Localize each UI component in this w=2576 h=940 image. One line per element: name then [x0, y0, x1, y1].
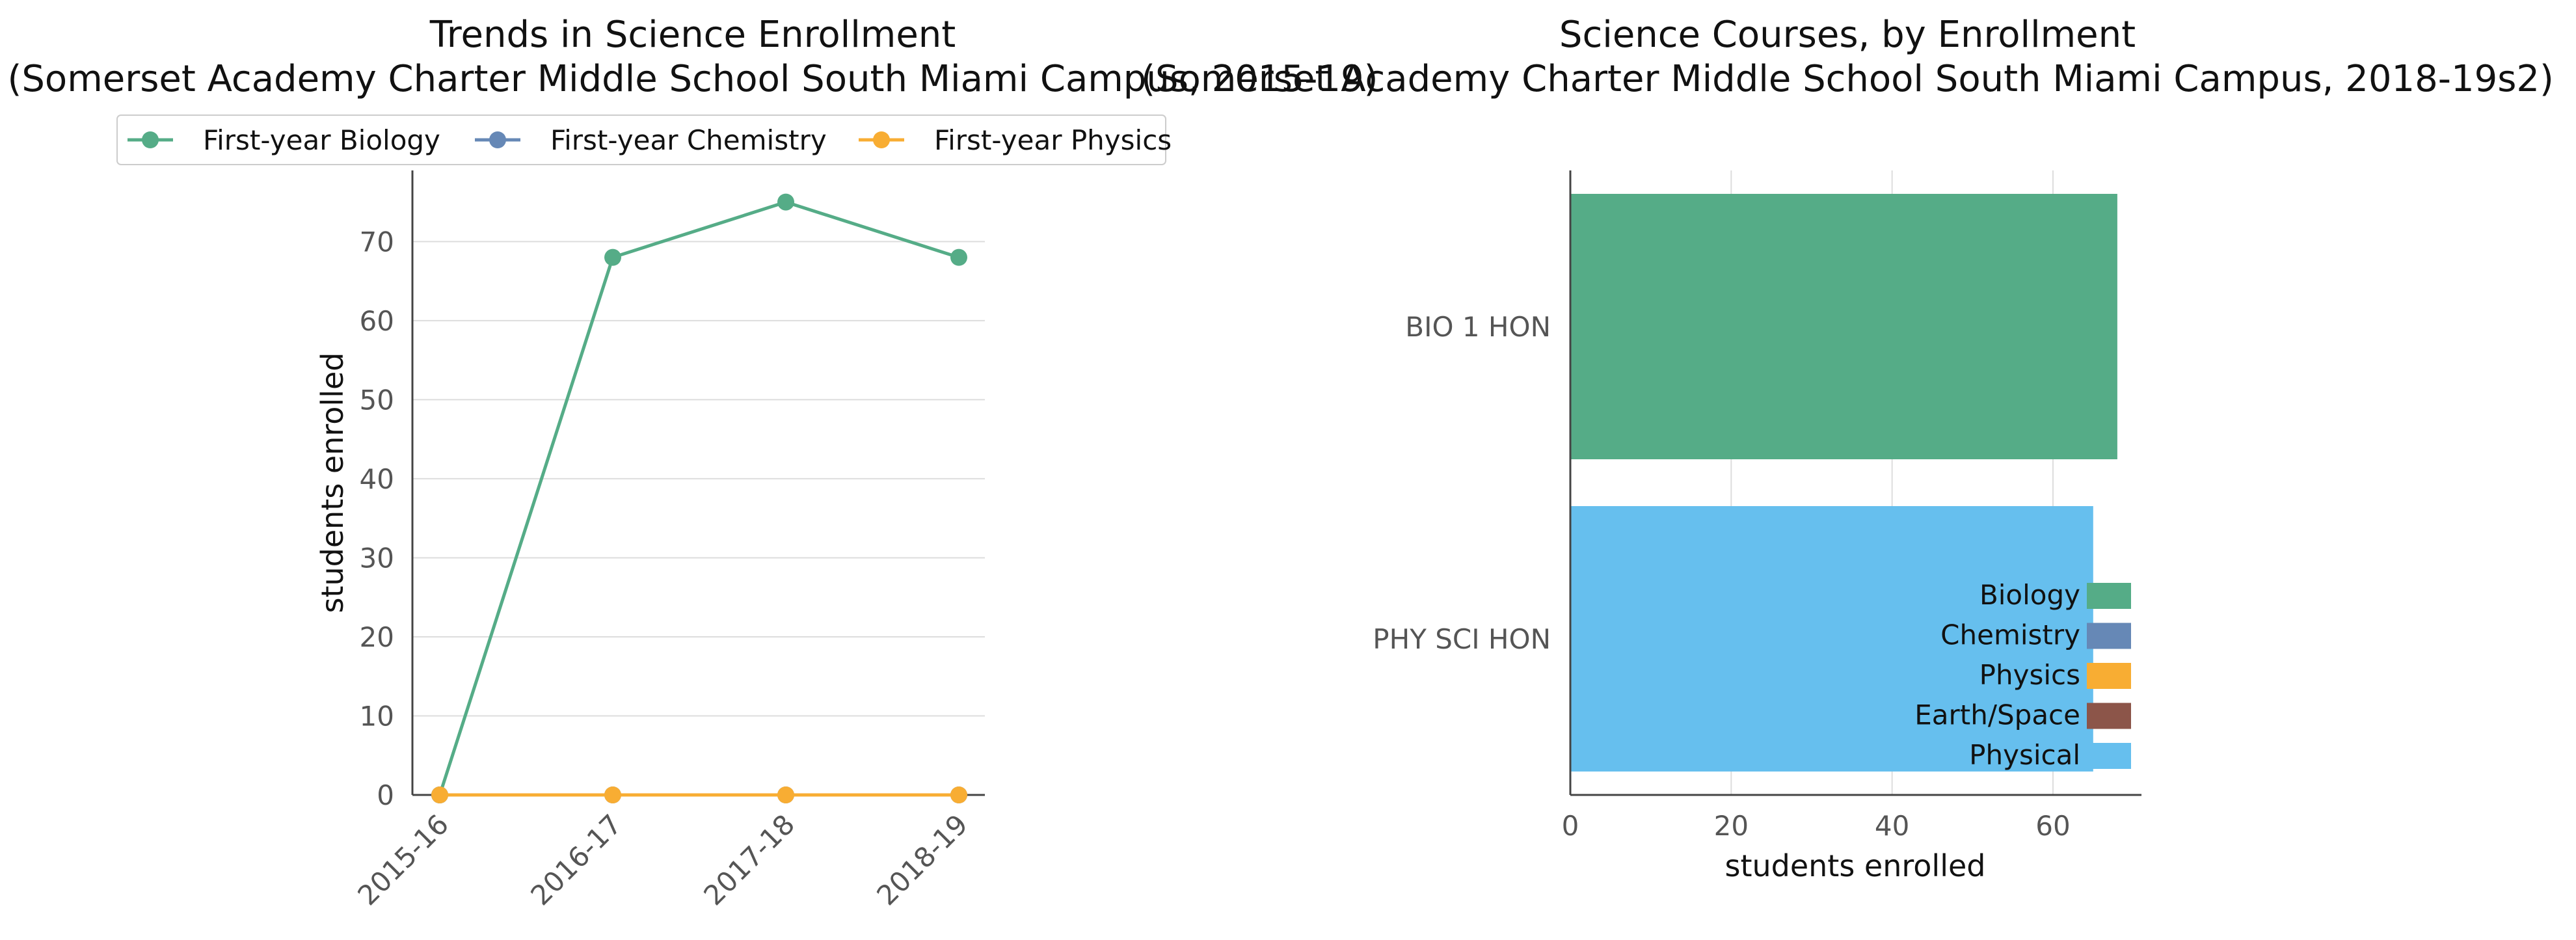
x-tick-label: 2016-17: [524, 808, 628, 911]
bar-chart: Science Courses, by Enrollment (Somerset…: [1141, 14, 2554, 883]
legend-swatch: [2087, 703, 2131, 729]
x-tick-label: 2018-19: [870, 808, 974, 911]
x-tick-label: 0: [1562, 810, 1579, 842]
y-tick-label: 0: [377, 779, 394, 811]
data-point: [950, 248, 967, 266]
bar-bio-1-hon: [1570, 194, 2117, 459]
x-tick-label: 2015-16: [351, 808, 455, 911]
y-tick-label: 50: [360, 384, 394, 416]
legend-marker: [873, 131, 890, 148]
data-point: [777, 786, 794, 803]
category-label: BIO 1 HON: [1405, 311, 1551, 343]
bar-chart-x-ticks: 0 20 40 60: [1562, 810, 2071, 842]
series-physics: [431, 786, 967, 803]
legend-swatch: [2087, 583, 2131, 609]
x-tick-label: 2017-18: [697, 808, 801, 911]
legend-label: First-year Biology: [203, 124, 440, 156]
series-line: [438, 200, 959, 796]
y-tick-label: 40: [360, 463, 394, 495]
y-tick-label: 30: [360, 542, 394, 574]
legend-label: Physics: [1979, 659, 2080, 691]
bar-chart-x-label: students enrolled: [1725, 848, 1986, 883]
x-tick-label: 40: [1875, 810, 1909, 842]
legend-swatch: [2087, 623, 2131, 649]
legend-swatch: [2087, 663, 2131, 689]
y-tick-label: 20: [360, 621, 394, 653]
data-point: [604, 248, 621, 266]
bar-chart-legend: Biology Chemistry Physics Earth/Space Physic…: [1914, 579, 2131, 771]
series-biology: [431, 193, 967, 803]
data-point: [431, 786, 448, 803]
bar-phy-sci-hon: [1570, 506, 2093, 772]
data-point: [950, 786, 967, 803]
line-chart-subtitle: (Somerset Academy Charter Middle School …: [8, 58, 1378, 100]
y-tick-label: 10: [360, 700, 394, 732]
legend-frame: [116, 114, 1166, 165]
legend-label: Physical: [1969, 739, 2080, 771]
legend-label: Chemistry: [1940, 619, 2080, 651]
legend-label: Earth/Space: [1914, 699, 2080, 731]
x-tick-label: 20: [1714, 810, 1749, 842]
bar-chart-bars: [1570, 194, 2117, 772]
data-point: [777, 193, 794, 211]
y-tick-label: 60: [360, 305, 394, 337]
line-chart-x-ticks: 2015-16 2016-17 2017-18 2018-19: [351, 808, 974, 911]
legend-marker: [142, 131, 159, 148]
category-label: PHY SCI HON: [1373, 623, 1551, 655]
line-chart-legend: First-year Biology First-year Chemistry Fi…: [116, 114, 1172, 165]
legend-label: First-year Chemistry: [550, 124, 827, 156]
legend-label: First-year Physics: [934, 124, 1172, 156]
line-chart-series: [431, 193, 967, 803]
legend-swatch: [2087, 743, 2131, 769]
y-tick-label: 70: [360, 226, 394, 258]
line-chart-y-ticks: 0 10 20 30 40 50 60 70: [360, 226, 394, 811]
legend-label: Biology: [1979, 579, 2080, 611]
line-chart-gridlines: [412, 241, 985, 796]
line-chart-title: Trends in Science Enrollment: [429, 14, 956, 56]
bar-chart-category-labels: BIO 1 HON PHY SCI HON: [1373, 311, 1551, 655]
line-chart-y-label: students enrolled: [315, 353, 350, 613]
bar-chart-subtitle: (Somerset Academy Charter Middle School …: [1141, 58, 2554, 100]
data-point: [604, 786, 621, 803]
line-chart: Trends in Science Enrollment (Somerset A…: [8, 14, 1378, 911]
legend-marker: [489, 131, 506, 148]
x-tick-label: 60: [2035, 810, 2070, 842]
bar-chart-title: Science Courses, by Enrollment: [1559, 14, 2136, 56]
